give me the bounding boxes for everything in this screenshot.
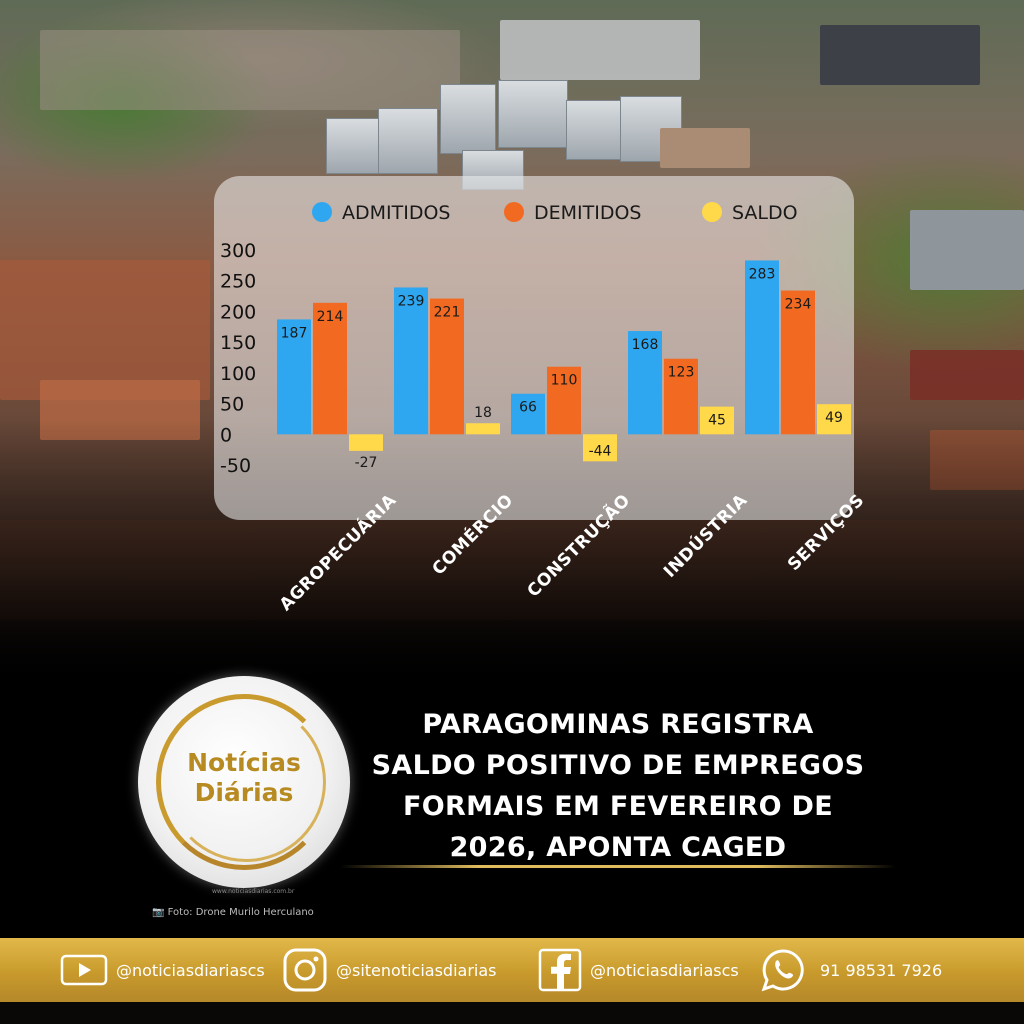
data-label: 168 bbox=[632, 337, 659, 353]
bar bbox=[628, 331, 662, 435]
bar bbox=[313, 302, 347, 435]
whatsapp-icon bbox=[760, 947, 806, 993]
data-label: -44 bbox=[589, 443, 612, 459]
data-label: 283 bbox=[749, 266, 776, 282]
legend-marker bbox=[702, 202, 722, 222]
data-label: 221 bbox=[434, 305, 461, 321]
photo-credit: 📷 Foto: Drone Murilo Herculano bbox=[152, 907, 314, 918]
bar bbox=[466, 423, 500, 435]
logo-wordmark: Notícias Diárias bbox=[138, 748, 350, 808]
bar bbox=[511, 393, 545, 435]
headline: PARAGOMINAS REGISTRA SALDO POSITIVO DE E… bbox=[340, 704, 896, 868]
instagram-link[interactable]: @sitenoticiasdiarias bbox=[282, 938, 497, 1002]
data-label: -27 bbox=[355, 455, 378, 471]
instagram-icon bbox=[282, 947, 328, 993]
youtube-handle: @noticiasdiariascs bbox=[116, 960, 265, 980]
facebook-icon bbox=[538, 948, 582, 992]
bar bbox=[700, 406, 734, 435]
legend-label: DEMITIDOS bbox=[534, 202, 642, 224]
bar bbox=[745, 260, 779, 435]
legend-label: ADMITIDOS bbox=[342, 202, 450, 224]
bar bbox=[349, 434, 383, 451]
data-label: 66 bbox=[519, 400, 537, 416]
headline-line: 2026, APONTA CAGED bbox=[449, 832, 787, 863]
y-tick-label: 50 bbox=[220, 394, 244, 416]
whatsapp-number: 91 98531 7926 bbox=[820, 960, 943, 980]
data-label: 234 bbox=[785, 297, 812, 313]
chart-panel: ADMITIDOS DEMITIDOS SALDO 300 250 200 150 100 50… bbox=[214, 176, 869, 615]
category-label: COMÉRCIO bbox=[427, 489, 517, 579]
bar-chart: ADMITIDOS DEMITIDOS SALDO 300 250 200 150 100 50… bbox=[220, 202, 869, 615]
whatsapp-link[interactable]: 91 98531 7926 bbox=[760, 938, 942, 1002]
footer-bottom-strip bbox=[0, 1002, 1024, 1024]
y-tick-label: 100 bbox=[220, 363, 256, 385]
instagram-handle: @sitenoticiasdiarias bbox=[336, 960, 497, 980]
headline-line: SALDO POSITIVO DE EMPREGOS bbox=[371, 750, 865, 781]
youtube-icon bbox=[60, 954, 108, 986]
category-label: INDÚSTRIA bbox=[659, 489, 752, 582]
noticias-diarias-logo: Notícias Diárias bbox=[138, 676, 350, 888]
y-tick-label: 0 bbox=[220, 424, 232, 446]
data-label: 110 bbox=[551, 373, 578, 389]
data-label: 49 bbox=[825, 410, 843, 426]
data-label: 45 bbox=[708, 413, 726, 429]
bar bbox=[817, 404, 851, 435]
category-label: CONSTRUÇÃO bbox=[521, 488, 634, 601]
logo-line-2: Diárias bbox=[194, 778, 294, 807]
y-tick-label: 200 bbox=[220, 301, 256, 323]
bar bbox=[430, 298, 464, 435]
bar bbox=[583, 434, 617, 462]
headline-divider bbox=[340, 865, 896, 868]
category-label: AGROPECUÁRIA bbox=[275, 489, 401, 615]
y-tick-label: 250 bbox=[220, 271, 256, 293]
y-tick-label: 150 bbox=[220, 332, 256, 354]
bar bbox=[664, 358, 698, 435]
bar bbox=[277, 319, 311, 435]
headline-line: PARAGOMINAS REGISTRA bbox=[422, 709, 814, 740]
facebook-link[interactable]: @noticiasdiariascs bbox=[538, 938, 739, 1002]
data-label: 123 bbox=[668, 365, 695, 381]
headline-line: FORMAIS EM FEVEREIRO DE bbox=[403, 791, 833, 822]
y-tick-label: -50 bbox=[220, 455, 251, 477]
facebook-handle: @noticiasdiariascs bbox=[590, 960, 739, 980]
legend-marker bbox=[312, 202, 332, 222]
bar bbox=[547, 366, 581, 435]
data-label: 214 bbox=[317, 309, 344, 325]
data-label: 239 bbox=[398, 293, 425, 309]
logo-url: www.noticiasdiarias.com.br bbox=[212, 888, 295, 895]
social-footer: @noticiasdiariascs @sitenoticiasdiarias … bbox=[0, 938, 1024, 1002]
legend-marker bbox=[504, 202, 524, 222]
data-label: 18 bbox=[474, 405, 492, 421]
legend-label: SALDO bbox=[732, 202, 798, 224]
logo-swirl bbox=[156, 694, 332, 870]
youtube-link[interactable]: @noticiasdiariascs bbox=[60, 938, 265, 1002]
bar bbox=[781, 290, 815, 435]
bar bbox=[394, 287, 428, 435]
data-label: 187 bbox=[281, 325, 308, 341]
logo-line-1: Notícias bbox=[187, 748, 301, 777]
y-tick-label: 300 bbox=[220, 240, 256, 262]
logo-swirl-inner bbox=[166, 702, 326, 862]
